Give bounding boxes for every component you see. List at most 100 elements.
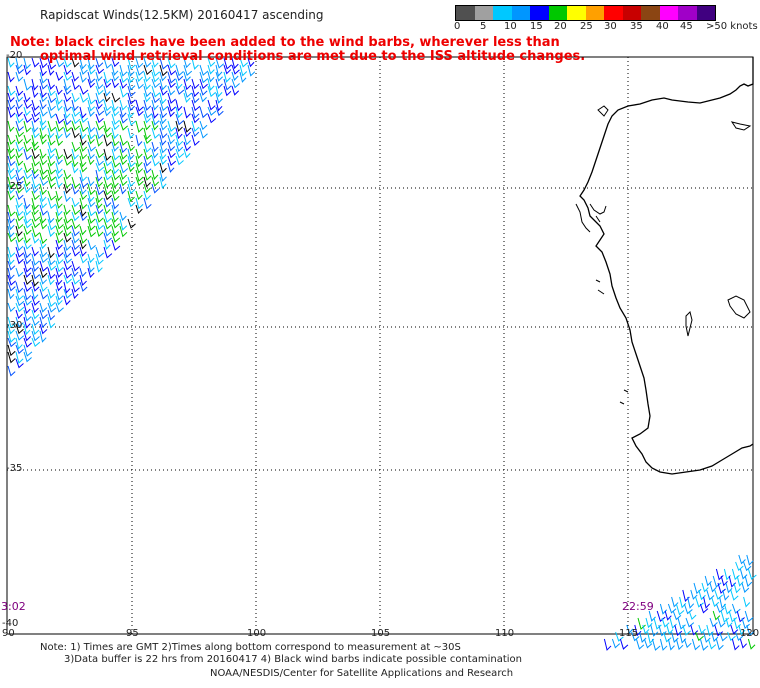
wind-barb bbox=[199, 85, 208, 96]
wind-barb bbox=[47, 155, 56, 167]
wind-barb bbox=[119, 148, 128, 160]
wind-barb bbox=[717, 582, 726, 594]
wind-barb bbox=[663, 631, 672, 643]
wind-barb bbox=[31, 232, 40, 244]
wind-barb bbox=[111, 120, 120, 131]
wind-barb bbox=[63, 113, 72, 126]
wind-barb bbox=[683, 603, 693, 615]
wind-barb bbox=[23, 204, 32, 216]
wind-barb bbox=[664, 610, 672, 621]
wind-barb bbox=[31, 148, 40, 160]
wind-barb bbox=[111, 155, 121, 168]
wind-barb bbox=[47, 148, 55, 160]
wind-barb bbox=[103, 78, 112, 89]
wind-barb bbox=[103, 120, 111, 133]
wind-barb bbox=[183, 78, 192, 91]
wind-barb bbox=[39, 204, 48, 216]
wind-barb bbox=[39, 134, 47, 145]
wind-barb bbox=[103, 190, 113, 201]
wind-barb bbox=[55, 120, 64, 132]
wind-barb bbox=[143, 134, 152, 145]
wind-barb bbox=[151, 85, 161, 98]
wind-barb bbox=[135, 176, 144, 187]
wind-barb bbox=[135, 204, 143, 215]
wind-barb bbox=[191, 127, 200, 137]
lon-label: 95 bbox=[126, 628, 139, 639]
wind-barb bbox=[15, 323, 24, 335]
wind-barb bbox=[15, 190, 24, 201]
wind-barb bbox=[223, 64, 232, 75]
wind-barb bbox=[63, 288, 73, 299]
wind-barb bbox=[71, 232, 80, 244]
lat-label: -35 bbox=[6, 463, 23, 474]
wind-barb bbox=[135, 148, 143, 159]
wind-barb bbox=[191, 120, 200, 133]
lat-gridlines bbox=[7, 56, 753, 471]
legend-label: 0 bbox=[454, 21, 461, 32]
wind-barb bbox=[135, 57, 144, 69]
wind-barb bbox=[47, 218, 57, 231]
legend-swatch bbox=[567, 6, 586, 20]
wind-barb bbox=[159, 176, 167, 189]
wind-barb bbox=[31, 190, 40, 201]
wind-barb bbox=[47, 260, 57, 271]
wind-barb bbox=[175, 78, 183, 90]
wind-barb bbox=[631, 631, 640, 642]
wind-barb bbox=[63, 260, 72, 271]
wind-barb bbox=[167, 141, 176, 152]
wind-barb bbox=[207, 106, 217, 116]
wind-barb bbox=[111, 176, 119, 189]
wind-barb bbox=[688, 610, 697, 621]
legend-swatch bbox=[456, 6, 475, 20]
wind-barb bbox=[39, 211, 47, 224]
wind-barb bbox=[743, 596, 751, 608]
wind-barb bbox=[135, 190, 143, 201]
wind-barb bbox=[39, 64, 47, 77]
wind-barb bbox=[103, 162, 112, 175]
time-label-left: 3:02 bbox=[1, 600, 26, 613]
wind-barb bbox=[71, 99, 79, 112]
wind-barb bbox=[31, 197, 39, 210]
wind-barb bbox=[79, 120, 89, 133]
wind-barb bbox=[127, 64, 135, 77]
wind-barb bbox=[119, 218, 128, 231]
wind-barb bbox=[659, 638, 668, 651]
wind-barb bbox=[7, 141, 15, 154]
wind-barb bbox=[79, 204, 87, 217]
wind-barb bbox=[71, 281, 80, 293]
wind-barb bbox=[119, 106, 127, 118]
wind-barb bbox=[111, 106, 120, 117]
wind-barb bbox=[55, 288, 64, 301]
wind-barb bbox=[7, 106, 16, 118]
wind-barb bbox=[151, 71, 160, 83]
wind-barb bbox=[247, 64, 256, 77]
wind-barb bbox=[87, 190, 95, 203]
wind-barb bbox=[239, 57, 249, 68]
wind-barb bbox=[103, 155, 113, 167]
wind-barb bbox=[143, 71, 151, 83]
wind-barb bbox=[695, 631, 704, 642]
wind-barb bbox=[23, 64, 31, 76]
wind-barb bbox=[159, 148, 167, 160]
wind-barb bbox=[47, 106, 57, 119]
wind-barb bbox=[111, 134, 120, 147]
wind-barb bbox=[39, 99, 47, 110]
wind-barb bbox=[747, 568, 757, 580]
wind-barb bbox=[23, 57, 31, 70]
wind-barb bbox=[15, 120, 24, 132]
wind-barb bbox=[71, 239, 80, 251]
wind-barb bbox=[741, 617, 750, 630]
wind-barb bbox=[15, 218, 24, 230]
wind-barb bbox=[55, 197, 63, 209]
wind-barb bbox=[31, 134, 39, 147]
wind-barb bbox=[231, 85, 240, 96]
wind-barb bbox=[71, 204, 81, 216]
wind-barb bbox=[79, 232, 88, 244]
wind-barb bbox=[103, 239, 111, 250]
wind-barb bbox=[744, 610, 754, 623]
wind-barbs-northwest-swath bbox=[7, 57, 256, 377]
wind-barb bbox=[658, 624, 667, 637]
wind-barb bbox=[7, 232, 17, 243]
wind-barb bbox=[143, 176, 151, 188]
wind-barb bbox=[15, 85, 24, 97]
